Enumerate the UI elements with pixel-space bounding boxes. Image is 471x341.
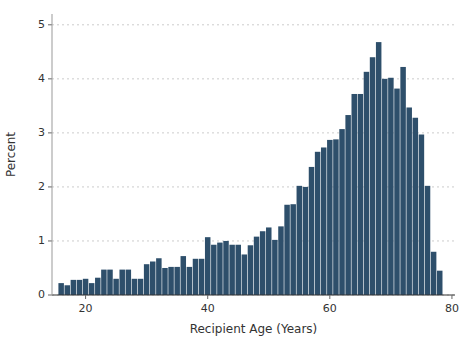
bar (278, 226, 283, 295)
bar (284, 205, 289, 295)
y-tick-label: 3 (38, 126, 45, 139)
bar (83, 279, 88, 295)
bar (101, 270, 106, 295)
x-tick-label: 80 (445, 302, 459, 315)
bar (138, 279, 143, 295)
bar (394, 89, 399, 295)
bar (364, 72, 369, 295)
y-tick-label: 2 (38, 180, 45, 193)
bar (248, 245, 253, 295)
bar (406, 107, 411, 295)
bar (211, 245, 216, 295)
bar (71, 280, 76, 295)
bar (65, 285, 70, 295)
bar (150, 261, 155, 295)
bar (358, 94, 363, 295)
bar (235, 245, 240, 295)
bar (345, 115, 350, 295)
bar (297, 186, 302, 295)
bar (95, 278, 100, 295)
x-tick-label: 40 (201, 302, 215, 315)
x-axis-line (52, 295, 455, 296)
y-tick-label: 5 (38, 18, 45, 31)
bar (419, 135, 424, 295)
bar (303, 187, 308, 295)
y-tick-label: 1 (38, 234, 45, 247)
bar (229, 245, 234, 295)
bar (205, 237, 210, 295)
bar (58, 283, 63, 295)
bar (382, 79, 387, 295)
y-tick (48, 24, 52, 25)
y-tick (48, 132, 52, 133)
bar (168, 267, 173, 295)
bar (272, 240, 277, 295)
bar (376, 42, 381, 295)
y-tick (48, 186, 52, 187)
bar (107, 270, 112, 295)
x-tick-label: 20 (79, 302, 93, 315)
bar (315, 152, 320, 295)
bar (181, 256, 186, 295)
bar (400, 67, 405, 295)
y-tick-label: 4 (38, 72, 45, 85)
bar (174, 267, 179, 295)
bar (89, 283, 94, 295)
bar (254, 237, 259, 295)
x-tick (207, 295, 208, 299)
x-tick (451, 295, 452, 299)
bar (437, 271, 442, 295)
bar (327, 140, 332, 295)
y-tick (48, 295, 52, 296)
bar (266, 227, 271, 295)
bar (193, 259, 198, 295)
y-ticks: 0 1 2 3 4 5 (38, 18, 52, 301)
bar (223, 241, 228, 295)
bar (388, 78, 393, 295)
bar (425, 186, 430, 295)
y-tick (48, 78, 52, 79)
x-axis-title: Recipient Age (Years) (190, 322, 318, 336)
bar (370, 57, 375, 295)
bar (113, 279, 118, 295)
bar (187, 267, 192, 295)
bars (58, 42, 442, 295)
bar (309, 167, 314, 295)
bar (126, 270, 131, 295)
bar (77, 280, 82, 295)
y-axis-line (52, 14, 53, 295)
bar (162, 268, 167, 295)
y-tick (48, 240, 52, 241)
bar (413, 118, 418, 295)
chart-svg: 0 1 2 3 4 5 20 40 60 80 Recipient Age (Years) Perce… (0, 0, 471, 341)
x-tick (329, 295, 330, 299)
x-tick (85, 295, 86, 299)
bar (290, 204, 295, 295)
bar (431, 252, 436, 295)
bar (144, 264, 149, 295)
bar (352, 94, 357, 295)
x-ticks: 20 40 60 80 (79, 295, 459, 315)
bar (199, 259, 204, 295)
bar (242, 254, 247, 295)
bar (260, 231, 265, 295)
grid-line (52, 295, 455, 296)
y-axis-title: Percent (4, 132, 18, 177)
bar (132, 279, 137, 295)
bar (217, 243, 222, 295)
bar (119, 270, 124, 295)
y-tick-label: 0 (38, 288, 45, 301)
bar (321, 147, 326, 295)
chart-container: 0 1 2 3 4 5 20 40 60 80 Recipient Age (Years) Perce… (0, 0, 471, 341)
bar (156, 258, 161, 295)
grid-line (52, 78, 455, 79)
grid (52, 25, 455, 295)
bar (339, 129, 344, 295)
x-tick-label: 60 (323, 302, 337, 315)
grid-line (52, 24, 455, 25)
bar (333, 139, 338, 295)
